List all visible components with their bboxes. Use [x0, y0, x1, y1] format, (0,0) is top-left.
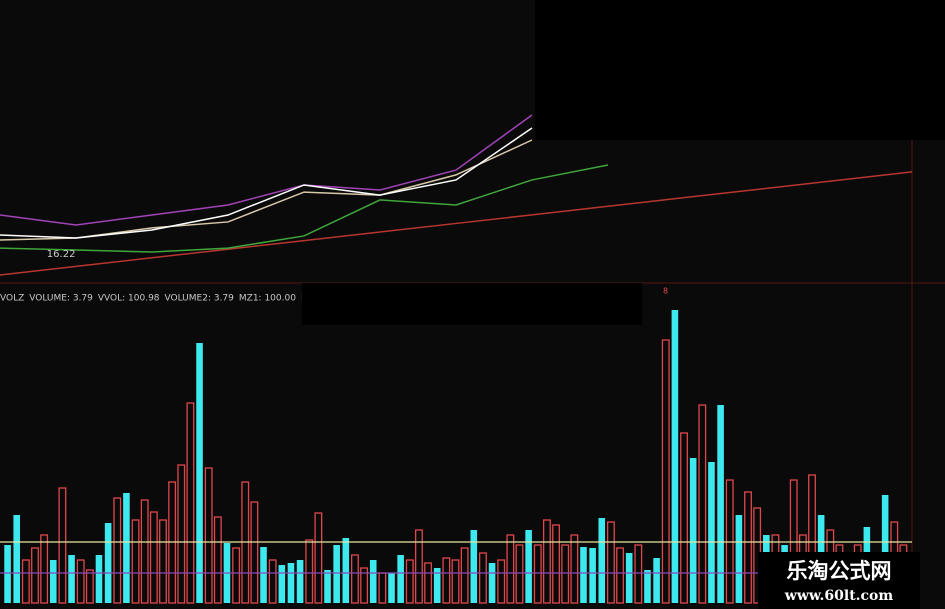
volume-bar [451, 559, 460, 604]
volume-bar [196, 343, 203, 603]
volume-bar [177, 464, 186, 604]
volume-bar [351, 554, 359, 604]
volume-bar [561, 544, 570, 604]
volume-bar [488, 563, 496, 603]
volume-bar [653, 558, 660, 603]
volume-bar [314, 512, 323, 604]
volume-bar [580, 547, 587, 603]
volume-bar [460, 547, 469, 604]
volume-bar [478, 552, 487, 604]
volume-bar [296, 560, 304, 603]
volume-bar [140, 499, 149, 604]
volume-bar [4, 545, 11, 603]
signal-marker: 8 [663, 287, 668, 296]
volume-bar [405, 559, 414, 604]
volume-bar [506, 534, 515, 604]
price-annotation: 16.22 [47, 249, 76, 260]
volume-bar [881, 495, 889, 603]
volume-bar [542, 519, 551, 604]
ma-line [0, 114, 533, 226]
volume-bar [644, 570, 651, 603]
volume-bar [397, 555, 404, 603]
volume-bar [388, 573, 395, 603]
volume-bar [552, 524, 560, 604]
watermark-title: 乐淘公式网 [787, 559, 892, 583]
volume-bar [324, 570, 331, 603]
volume-bar [744, 491, 752, 604]
volume-bar [268, 559, 277, 604]
watermark-box [758, 552, 920, 609]
volume-bar [698, 404, 707, 604]
volume-bar [570, 534, 579, 604]
watermark-url: www.60lt.com [784, 588, 894, 604]
volume-bar [634, 544, 643, 604]
volume-bar [58, 487, 67, 604]
volume-bar [68, 555, 75, 603]
mask [535, 0, 945, 140]
volume-bar [515, 544, 524, 604]
volume-bar [424, 562, 433, 604]
volume-bar [606, 521, 615, 604]
volume-bar [433, 568, 441, 603]
volume-bar [40, 534, 49, 604]
volume-bar [186, 402, 195, 604]
volume-bar [278, 565, 286, 603]
volume-bar [625, 553, 633, 603]
volume-bar [525, 530, 532, 603]
volume-bar [717, 405, 724, 603]
price-panel: 16.22 [0, 114, 913, 276]
ma-line [0, 164, 609, 253]
volume-bar [104, 523, 112, 603]
volume-bar [232, 547, 241, 604]
volume-bar [13, 515, 21, 603]
volume-bar [95, 555, 103, 603]
watermark: 乐淘公式网 www.60lt.com [758, 552, 920, 609]
volume-bar [49, 560, 57, 603]
indicator-label: VOLUME: 3.79 [29, 294, 93, 304]
volume-bar [378, 572, 387, 604]
indicator-label: VOLZ [0, 294, 24, 304]
volume-bar [250, 501, 259, 604]
volume-bar [342, 538, 350, 603]
volume-bar [661, 339, 670, 604]
indicator-label: VOLUME2: 3.79 [165, 294, 235, 304]
volume-bar [213, 516, 222, 604]
volume-bar [305, 539, 314, 604]
volume-bar [533, 544, 542, 604]
volume-bar [598, 518, 606, 603]
volume-bar [616, 547, 624, 604]
volume-bar [589, 548, 596, 603]
indicator-label: VVOL: 100.98 [98, 294, 160, 304]
volume-bar [333, 545, 340, 603]
volume-bar [131, 519, 140, 604]
volume-bar [287, 563, 295, 603]
volume-bar [113, 497, 122, 604]
ma-line [0, 171, 913, 276]
volume-bar [76, 559, 85, 604]
volume-bar [735, 515, 743, 603]
volume-bar [497, 559, 506, 604]
volume-bar [708, 462, 715, 603]
volume-bar [260, 547, 267, 603]
volume-bar [85, 569, 94, 604]
volume-bar [680, 432, 688, 604]
volume-bar [360, 567, 369, 604]
volume-bar [149, 511, 158, 604]
indicator-label: MZ1: 100.00 [239, 294, 296, 304]
volume-bar [21, 559, 30, 604]
volume-bar [159, 519, 167, 604]
ma-line [0, 127, 533, 239]
volume-bar [689, 458, 697, 603]
volume-bar [204, 467, 213, 604]
volume-bar [369, 560, 377, 603]
volume-bar [123, 493, 130, 603]
volume-bar [671, 310, 679, 603]
mask [302, 283, 642, 325]
volume-bar [442, 557, 451, 604]
volume-bar [414, 529, 423, 604]
volume-bar [31, 547, 39, 604]
volume-bar [470, 530, 478, 603]
